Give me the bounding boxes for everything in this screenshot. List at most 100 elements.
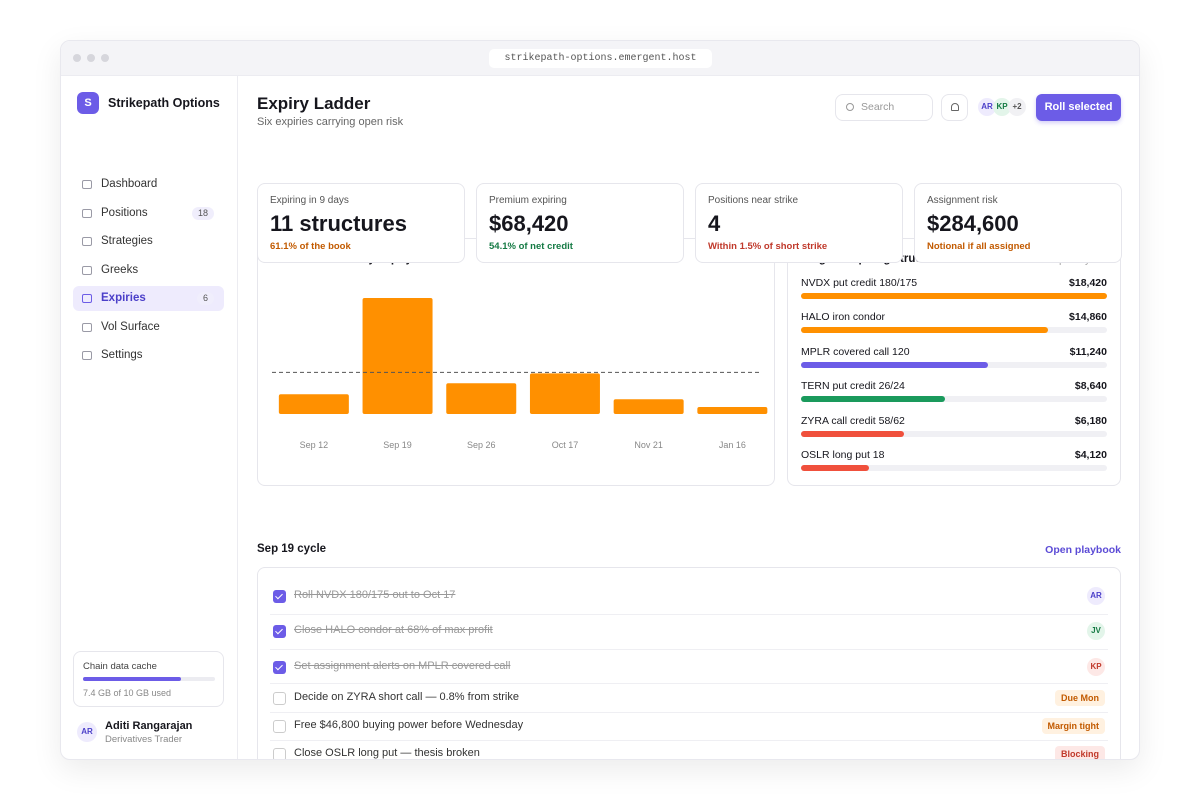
kpi-card: Expiring in 9 days 11 structures 61.1% of …: [257, 183, 465, 263]
task-tag: Margin tight: [1041, 718, 1105, 734]
row-value: $4,120: [1074, 449, 1107, 461]
assignee: KP: [1087, 658, 1105, 676]
nav-label: Settings: [101, 349, 143, 361]
user-name: Aditi Rangarajan: [105, 720, 193, 732]
hbar: [801, 293, 1107, 299]
nav-item[interactable]: Settings: [73, 343, 224, 368]
task-text: Close HALO condor at 68% of max profit: [294, 624, 493, 636]
checkbox[interactable]: [273, 590, 286, 603]
browser-window: strikepath-options.emergent.host S Strik…: [60, 40, 1140, 760]
task-text: Set assignment alerts on MPLR covered ca…: [294, 660, 511, 672]
page-title: Expiry Ladder: [257, 94, 371, 113]
page-subtitle: Six expiries carrying open risk: [257, 116, 404, 128]
check-mark: [275, 662, 283, 670]
nav-item[interactable]: Greeks: [73, 258, 224, 283]
url[interactable]: strikepath-options.emergent.host: [489, 49, 712, 68]
bar: [362, 298, 433, 414]
nav-label: Expiries: [101, 292, 146, 304]
nav-item[interactable]: Strategies: [73, 229, 224, 254]
row-label: OSLR long put 18: [801, 449, 885, 461]
checkbox[interactable]: [273, 748, 286, 759]
search-icon: [846, 103, 854, 111]
nav-item[interactable]: Expiries 6: [73, 286, 224, 311]
kpi-value: 4: [708, 211, 721, 236]
nav-label: Vol Surface: [101, 320, 160, 333]
assignee: JV: [1087, 622, 1105, 640]
kpi-card: Assignment risk $284,600 Notional if all a…: [914, 183, 1122, 263]
kpi-card: Premium expiring $68,420 54.1% of net cred…: [476, 183, 684, 263]
checkbox[interactable]: [273, 625, 286, 638]
bar-track: [801, 430, 1107, 437]
x-tick-label: Nov 21: [634, 440, 663, 450]
row-label: MPLR covered call 120: [801, 345, 910, 358]
nav-icon: [82, 294, 92, 303]
nav-item[interactable]: Vol Surface: [73, 315, 224, 340]
hbar: [801, 327, 1048, 334]
bar: [446, 383, 517, 414]
notifications[interactable]: [941, 94, 968, 121]
divider: [270, 649, 1108, 650]
bar-chart: Sep 12 Sep 19 Sep 26 Oct 17 Nov 21 Jan 16: [272, 298, 768, 450]
checkbox[interactable]: [273, 661, 286, 674]
nav-item[interactable]: Dashboard: [73, 172, 224, 197]
cache-track: [83, 677, 215, 681]
x-tick-label: Sep 12: [300, 440, 329, 450]
nav-icon: [82, 322, 92, 332]
kpi-label: Assignment risk: [927, 195, 998, 206]
bell-icon: [951, 103, 959, 111]
nav-item[interactable]: Positions 18: [73, 201, 224, 226]
search-placeholder: Search: [861, 101, 895, 113]
bar-track: [801, 465, 1107, 471]
nav-label: Strategies: [101, 235, 153, 247]
brand-logo: S: [77, 92, 99, 114]
playbook-link[interactable]: Open playbook: [1045, 544, 1121, 556]
task-text: Free $46,800 buying power before Wednesd…: [294, 719, 524, 731]
checkbox[interactable]: [273, 720, 286, 733]
roll-button[interactable]: Roll selected: [1036, 94, 1121, 121]
search[interactable]: Search: [835, 94, 933, 121]
nav-label: Positions: [101, 206, 148, 219]
hbar: [801, 430, 904, 437]
cache-text: 7.4 GB of 10 GB used: [83, 688, 172, 698]
avatar-more: +2: [1008, 98, 1026, 116]
window-dot: [101, 54, 109, 62]
nav-icon: [82, 237, 92, 246]
kpi-value: 11 structures: [270, 211, 407, 236]
check-mark: [275, 591, 283, 599]
check-mark: [275, 626, 283, 634]
row-label: ZYRA call credit 58/62: [801, 414, 905, 427]
sidebar: S Strikepath Options Chain data cache 7.…: [61, 76, 238, 759]
window-dot: [73, 54, 81, 62]
nav-icon: [82, 351, 92, 360]
x-tick-label: Sep 19: [383, 440, 412, 450]
cache-card: Chain data cache 7.4 GB of 10 GB used: [73, 651, 224, 707]
kpi-label: Expiring in 9 days: [270, 195, 349, 206]
checkbox[interactable]: [273, 692, 286, 705]
user-role: Derivatives Trader: [105, 734, 183, 745]
x-tick-label: Jan 16: [719, 440, 746, 450]
kpi-note: 54.1% of net credit: [489, 241, 573, 252]
row-value: $8,640: [1074, 380, 1107, 393]
task-text: Roll NVDX 180/175 out to Oct 17: [294, 589, 456, 601]
bar-track: [801, 396, 1107, 403]
nav-icon: [82, 265, 92, 275]
task-list: Roll NVDX 180/175 out to Oct 17 AR Close H…: [257, 567, 1121, 759]
nav-icon: [82, 208, 92, 218]
hbar: [801, 396, 945, 403]
kpi-card: Positions near strike 4 Within 1.5% of sho…: [695, 183, 903, 263]
main: Expiry Ladder Six expiries carrying open…: [238, 76, 1139, 759]
nav-label: Dashboard: [101, 178, 158, 190]
bar: [529, 373, 600, 414]
kpi-note: Notional if all assigned: [927, 241, 1031, 252]
browser-bar: strikepath-options.emergent.host: [61, 41, 1139, 76]
kpi-value: $284,600: [927, 211, 1019, 236]
brand-name: Strikepath Options: [108, 96, 220, 110]
list-panel: Largest expiring structures Premium at r…: [787, 238, 1121, 486]
task-tag: Blocking: [1054, 746, 1105, 759]
cache-label: Chain data cache: [83, 661, 157, 672]
nav-label: Greeks: [101, 263, 139, 276]
window-dot: [87, 54, 95, 62]
